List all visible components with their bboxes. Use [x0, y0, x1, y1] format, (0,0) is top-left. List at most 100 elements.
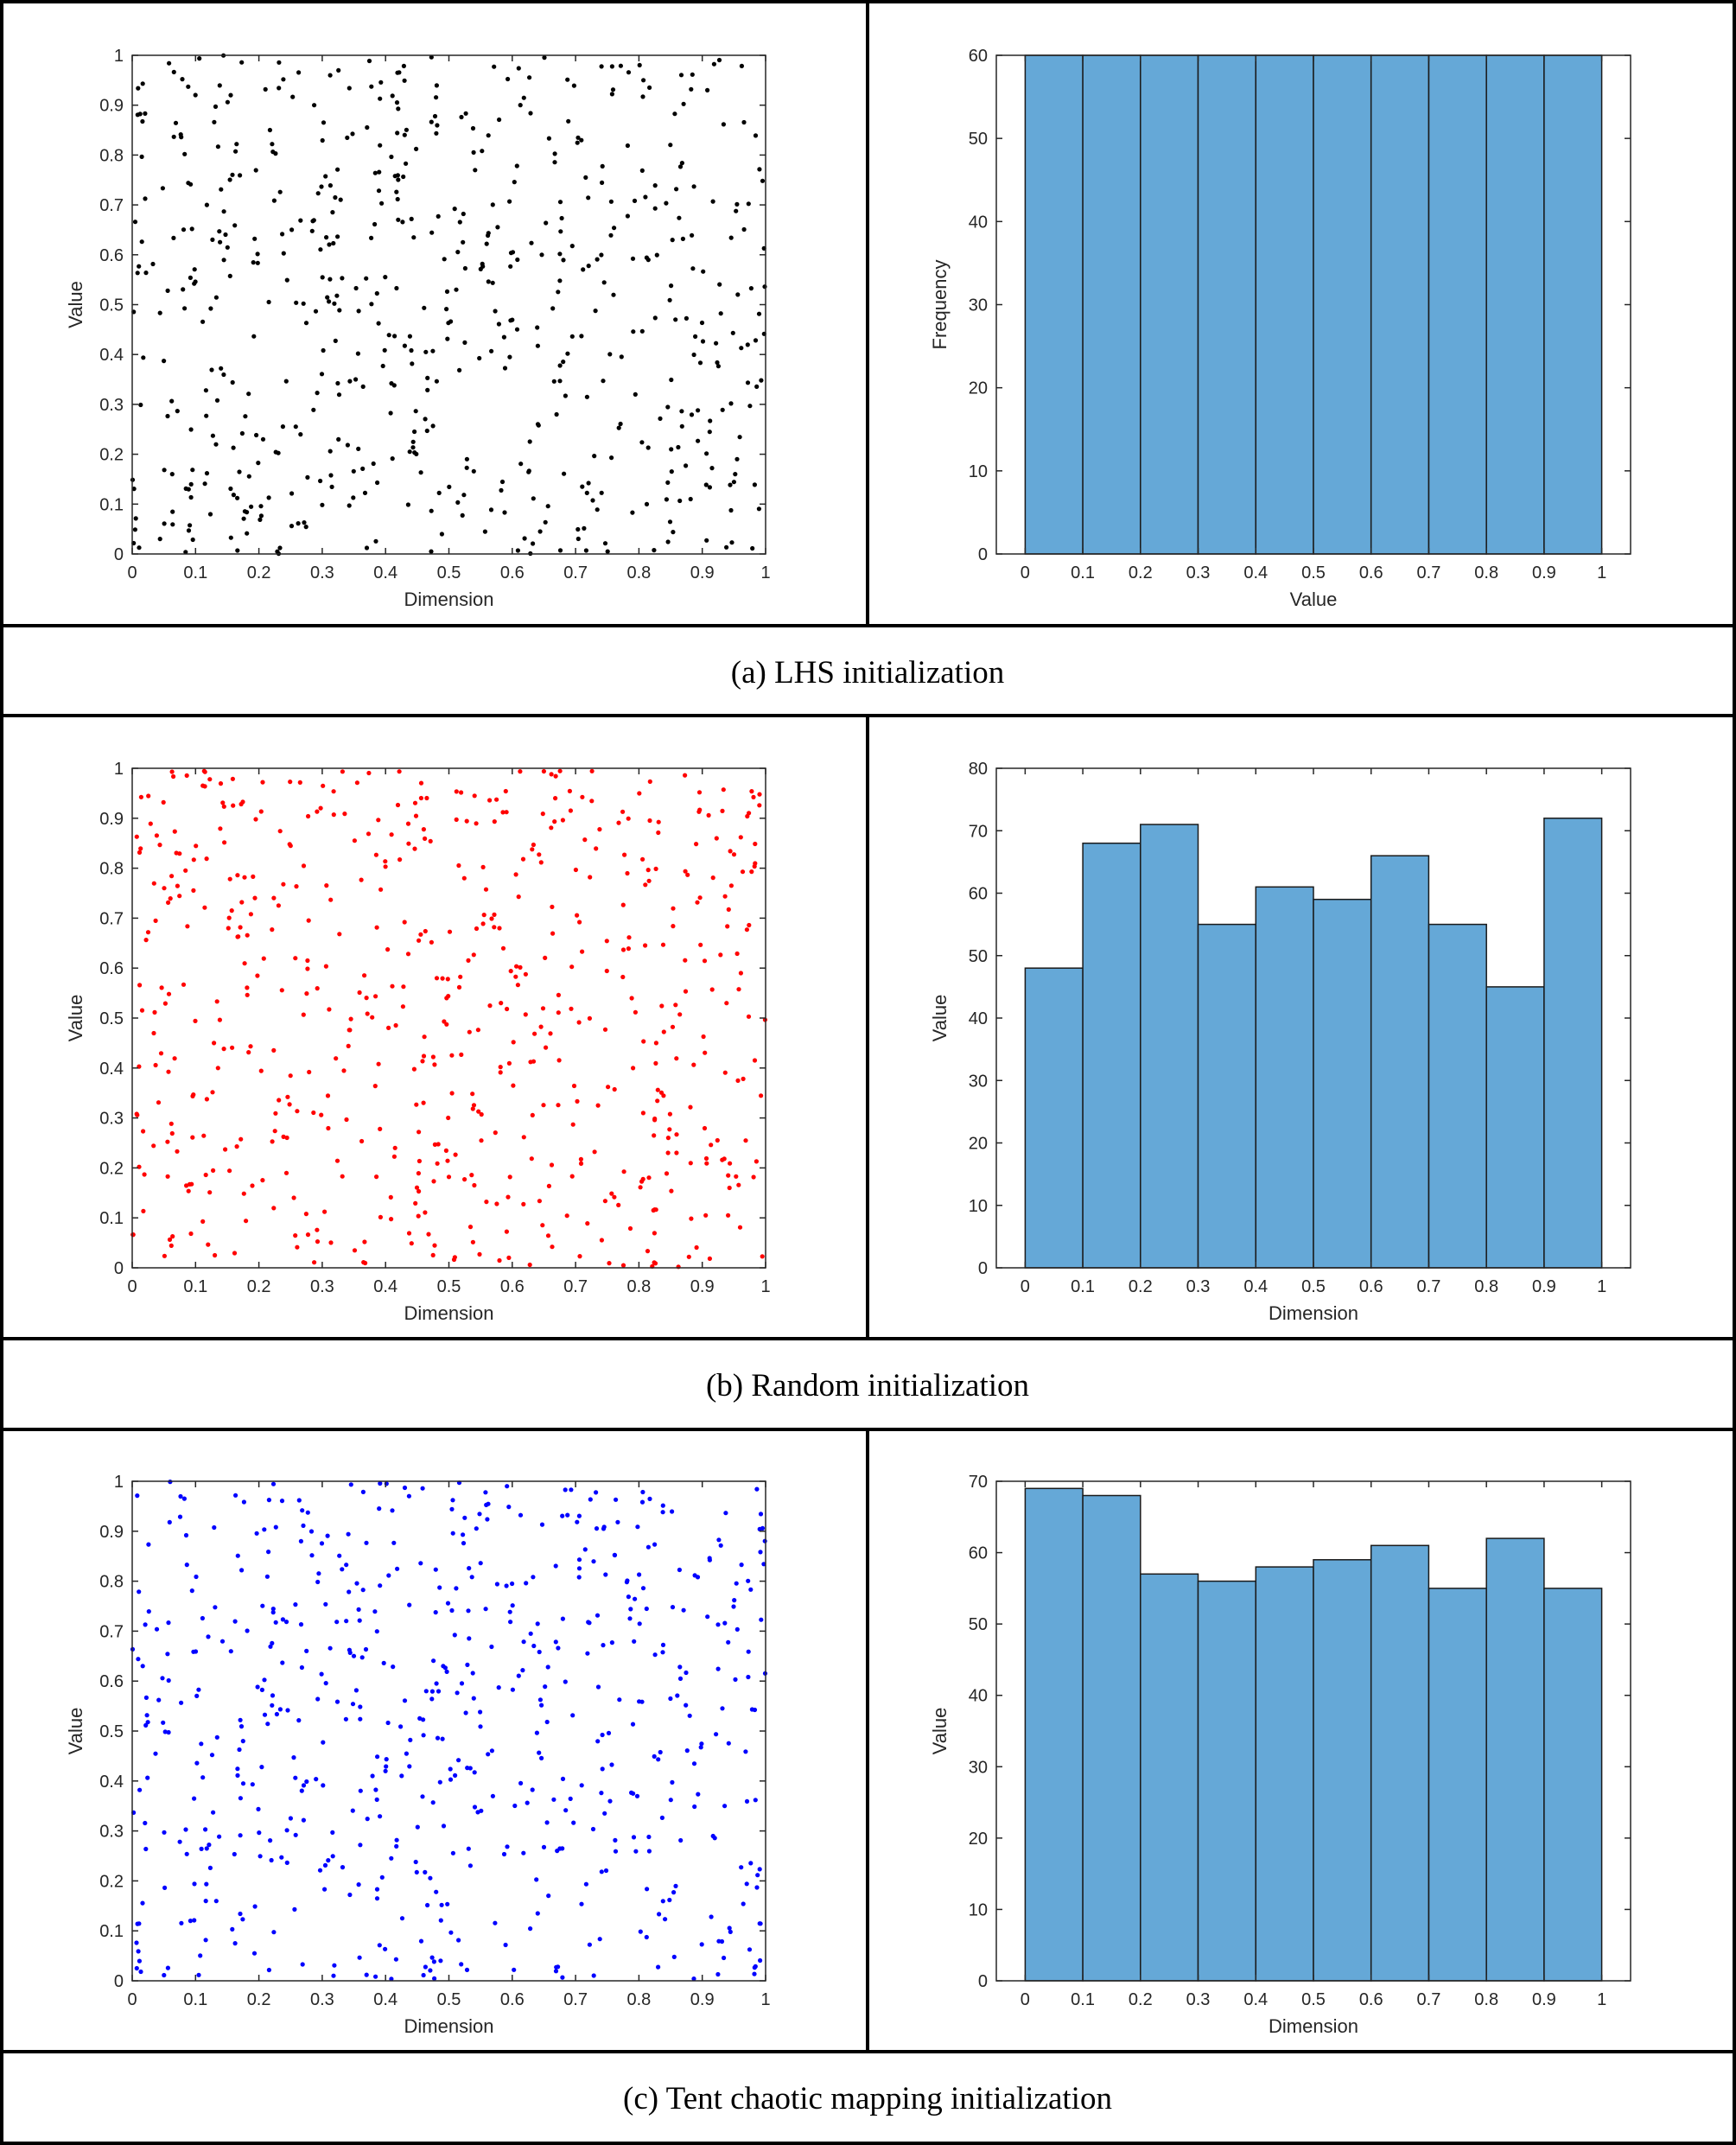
scatter-point: [689, 1216, 694, 1221]
scatter-point: [445, 336, 450, 341]
x-tick-label: 0.3: [310, 1990, 334, 2009]
scatter-point: [621, 1169, 626, 1174]
scatter-point: [402, 1485, 408, 1491]
scatter-point: [226, 926, 231, 931]
y-tick-label: 0.5: [99, 1722, 124, 1741]
scatter-point: [584, 394, 590, 399]
x-tick-label: 0.9: [1532, 563, 1556, 582]
scatter-point: [281, 882, 286, 887]
scatter-point: [753, 338, 759, 343]
scatter-point: [385, 947, 391, 952]
scatter-point: [327, 183, 333, 188]
scatter-point: [398, 1724, 404, 1729]
scatter-point: [192, 1796, 197, 1801]
scatter-point: [492, 64, 497, 69]
scatter-point: [715, 360, 720, 366]
scatter-point: [186, 528, 192, 533]
scatter-point: [215, 1066, 220, 1071]
scatter-point: [375, 1754, 380, 1760]
scatter-point: [741, 1901, 746, 1906]
scatter-point: [340, 1865, 346, 1870]
scatter-point: [524, 1581, 529, 1586]
scatter-point: [186, 84, 191, 89]
scatter-point: [652, 1133, 657, 1138]
scatter-point: [701, 269, 706, 274]
scatter-point: [181, 982, 187, 987]
scatter-point: [337, 308, 342, 313]
scatter-point: [335, 234, 340, 239]
scatter-point: [515, 257, 520, 263]
scatter-point: [575, 135, 581, 140]
scatter-point: [166, 1729, 171, 1735]
scatter-point: [376, 1061, 381, 1066]
scatter-point: [579, 334, 584, 339]
scatter-point: [240, 1781, 246, 1786]
scatter-point: [238, 1911, 243, 1917]
tent-histogram-chart: 0 0.1 0.2 0.3 0.4 0.5 0.6 0.7 0.8 0.9 101020304050…: [929, 1473, 1631, 2037]
scatter-point: [327, 1645, 333, 1651]
scatter-point: [171, 773, 176, 780]
scatter-point: [157, 843, 162, 848]
scatter-point: [364, 1540, 369, 1545]
scatter-point: [481, 913, 486, 918]
y-tick-label: 0.7: [99, 1622, 124, 1641]
scatter-point: [399, 1916, 405, 1921]
scatter-point: [373, 852, 378, 857]
scatter-point: [461, 1532, 466, 1537]
scatter-point: [490, 202, 495, 207]
scatter-point: [539, 1755, 544, 1760]
scatter-point: [655, 1098, 660, 1104]
histogram-bar: [1428, 54, 1487, 555]
scatter-point: [192, 267, 197, 272]
x-tick-label: 0.6: [1359, 1990, 1383, 2009]
scatter-point: [470, 1239, 476, 1244]
scatter-point: [207, 1843, 212, 1848]
scatter-point: [510, 1687, 516, 1692]
scatter-point: [503, 788, 508, 794]
scatter-point: [443, 1148, 449, 1153]
scatter-point: [193, 92, 198, 98]
x-tick-label: 0.6: [500, 563, 525, 582]
scatter-point: [366, 58, 372, 64]
scatter-point: [705, 1614, 710, 1620]
scatter-point: [211, 1810, 216, 1815]
scatter-point: [146, 1542, 151, 1547]
scatter-point: [277, 86, 282, 91]
scatter-point: [747, 922, 752, 928]
x-tick-label: 1: [1597, 1990, 1606, 2009]
scatter-point: [480, 864, 486, 870]
scatter-point: [399, 1773, 404, 1779]
scatter-point: [298, 1622, 304, 1627]
scatter-point: [268, 1644, 273, 1649]
scatter-point: [438, 1918, 443, 1923]
scatter-point: [157, 537, 162, 542]
scatter-point: [446, 994, 451, 999]
x-tick-label: 0.8: [626, 563, 651, 582]
scatter-point: [645, 445, 651, 450]
scatter-point: [135, 1493, 140, 1499]
scatter-point: [459, 1052, 464, 1057]
scatter-point: [238, 173, 243, 178]
scatter-point: [494, 1582, 500, 1587]
scatter-point: [143, 1846, 149, 1852]
scatter-point: [201, 1133, 207, 1138]
scatter-point: [309, 1553, 315, 1558]
scatter-point: [663, 1917, 668, 1922]
scatter-point: [609, 1762, 614, 1767]
scatter-point: [415, 1824, 420, 1830]
scatter-point: [238, 1724, 245, 1729]
scatter-point: [689, 86, 694, 92]
scatter-point: [493, 309, 498, 314]
scatter-point: [731, 852, 737, 857]
scatter-point: [255, 1684, 260, 1690]
scatter-point: [301, 1817, 306, 1823]
scatter-point: [358, 1843, 363, 1848]
scatter-point: [748, 1861, 754, 1866]
scatter-point: [179, 1700, 184, 1705]
scatter-point: [270, 1139, 275, 1144]
scatter-point: [344, 1117, 349, 1123]
scatter-point: [565, 1512, 570, 1518]
x-tick-label: 0.4: [1243, 1277, 1268, 1296]
y-tick-label: 0.7: [99, 196, 124, 215]
scatter-point: [138, 794, 143, 799]
